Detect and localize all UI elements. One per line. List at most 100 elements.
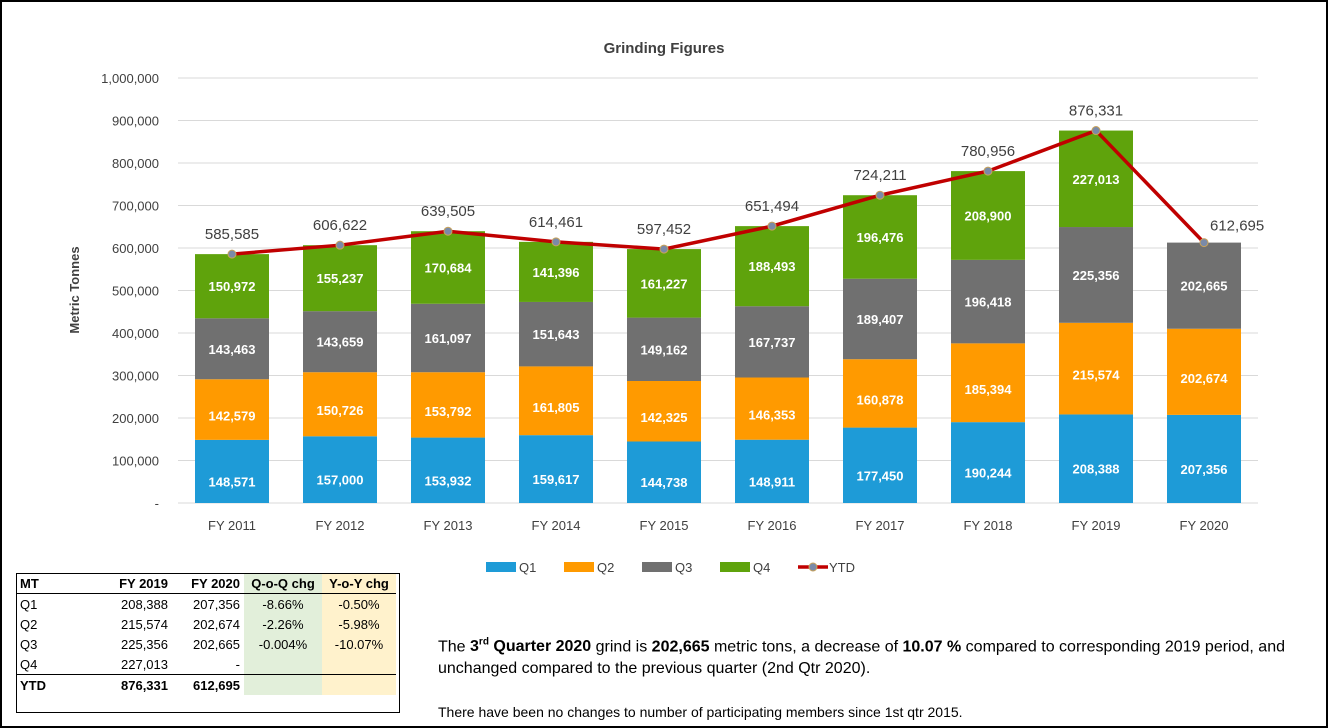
bar-q2 (1167, 328, 1241, 415)
bar-label-q2: 185,394 (965, 382, 1013, 397)
table-row: YTD 876,331 612,695 (16, 674, 396, 695)
table-cell: 612,695 (172, 674, 244, 695)
table-cell (244, 674, 322, 695)
x-tick-label: FY 2011 (208, 518, 256, 533)
bar-label-q2: 215,574 (1073, 368, 1121, 383)
bar-label-q3: 143,659 (317, 335, 364, 350)
table-cell: -5.98% (322, 614, 396, 634)
bar-q4 (519, 241, 593, 302)
bar-q3 (195, 318, 269, 380)
bar-q4 (627, 249, 701, 318)
bar-label-q1: 177,450 (857, 468, 904, 483)
table-header-cell: Y-o-Y chg (322, 573, 396, 594)
bar-label-q4: 150,972 (209, 279, 256, 294)
ytd-label: 639,505 (421, 203, 475, 220)
legend-label-ytd: YTD (829, 560, 855, 575)
x-tick-label: FY 2014 (532, 518, 581, 533)
ytd-point (659, 244, 669, 254)
y-tick-label: 100,000 (112, 454, 159, 469)
legend-swatch-q4 (720, 562, 750, 572)
bar-q4 (735, 226, 809, 307)
bar-label-q1: 207,356 (1181, 462, 1228, 477)
ytd-label: 780,956 (961, 143, 1015, 160)
note-pct: 10.07 % (902, 638, 962, 656)
bar-q2 (951, 343, 1025, 423)
bar-label-q4: 227,013 (1073, 172, 1120, 187)
ytd-label: 597,452 (637, 221, 691, 238)
bar-label-q3: 189,407 (857, 312, 904, 327)
x-tick-label: FY 2015 (640, 518, 689, 533)
y-tick-label: 900,000 (112, 114, 159, 129)
table-cell (244, 654, 322, 675)
bar-label-q2: 160,878 (857, 392, 904, 407)
y-tick-label: 700,000 (112, 199, 159, 214)
x-tick-label: FY 2020 (1180, 518, 1229, 533)
bar-label-q4: 161,227 (641, 276, 688, 291)
legend-label-q4: Q4 (753, 560, 770, 575)
bar-q2 (1059, 322, 1133, 415)
note-quarter: 3rd Quarter 2020 (470, 637, 592, 656)
bar-q1 (627, 441, 701, 503)
ytd-point (551, 237, 561, 247)
table-cell: 225,356 (121, 636, 168, 652)
table-cell: -0.004% (244, 634, 322, 654)
bar-q3 (1059, 227, 1133, 323)
table-cell: - (235, 656, 240, 672)
bar-q3 (627, 317, 701, 381)
y-axis-label: Metric Tonnes (67, 246, 82, 333)
table-header-cell: MT (16, 573, 96, 594)
table-header-cell: FY 2020 (172, 573, 244, 594)
table-header-row: MT FY 2019 FY 2020 Q-o-Q chg Y-o-Y chg (16, 573, 396, 594)
bar-q3 (519, 301, 593, 367)
bar-q2 (843, 359, 917, 428)
ytd-point (443, 226, 453, 236)
table-cell: -0.50% (322, 593, 396, 614)
bar-q2 (735, 377, 809, 440)
bar-q3 (411, 303, 485, 373)
bar-q1 (519, 435, 593, 503)
y-tick-label: 1,000,000 (101, 71, 159, 86)
bar-q3 (951, 259, 1025, 344)
ytd-point (1199, 238, 1209, 248)
table-cell: -8.66% (244, 593, 322, 614)
table-row: Q3 225,356 202,665 -0.004% -10.07% (16, 634, 396, 654)
bar-q1 (735, 439, 809, 503)
bar-label-q3: 167,737 (749, 335, 796, 350)
bar-label-q3: 143,463 (209, 342, 256, 357)
x-tick-label: FY 2013 (424, 518, 473, 533)
y-tick-label: 400,000 (112, 326, 159, 341)
bar-label-q2: 153,792 (425, 404, 472, 419)
bar-q3 (303, 311, 377, 373)
ytd-point (1091, 126, 1101, 136)
comparison-table: MT FY 2019 FY 2020 Q-o-Q chg Y-o-Y chg Q1 208,… (16, 573, 396, 695)
summary-note: The 3rd Quarter 2020 grind is 202,665 me… (438, 632, 1318, 680)
table-cell: Q3 (20, 636, 38, 652)
bar-q2 (195, 379, 269, 440)
bar-q1 (951, 422, 1025, 503)
note-mid2: metric tons, a decrease of (709, 638, 903, 656)
bar-label-q1: 159,617 (533, 472, 580, 487)
y-tick-label: 600,000 (112, 241, 159, 256)
table-header-cell: Q-o-Q chg (244, 573, 322, 594)
y-tick-label: 800,000 (112, 156, 159, 171)
bar-label-q3: 225,356 (1073, 268, 1120, 283)
bar-label-q1: 208,388 (1073, 462, 1120, 477)
x-tick-label: FY 2017 (856, 518, 905, 533)
table-row: Q1 208,388 207,356 -8.66% -0.50% (16, 593, 396, 614)
bar-q4 (843, 195, 917, 279)
bar-q3 (843, 278, 917, 360)
bar-q1 (303, 436, 377, 503)
x-tick-label: FY 2016 (748, 518, 797, 533)
table-cell: 215,574 (121, 616, 168, 632)
bar-q3 (735, 306, 809, 378)
bar-label-q2: 161,805 (533, 400, 580, 415)
bar-label-q2: 150,726 (317, 403, 364, 418)
bar-label-q4: 208,900 (965, 208, 1012, 223)
bar-q1 (1059, 414, 1133, 503)
y-tick-label: 500,000 (112, 284, 159, 299)
legend-swatch-q3 (642, 562, 672, 572)
bar-q1 (411, 437, 485, 503)
members-note: There have been no changes to number of … (438, 704, 963, 720)
ytd-label: 612,695 (1210, 218, 1264, 235)
y-tick-label: 300,000 (112, 369, 159, 384)
